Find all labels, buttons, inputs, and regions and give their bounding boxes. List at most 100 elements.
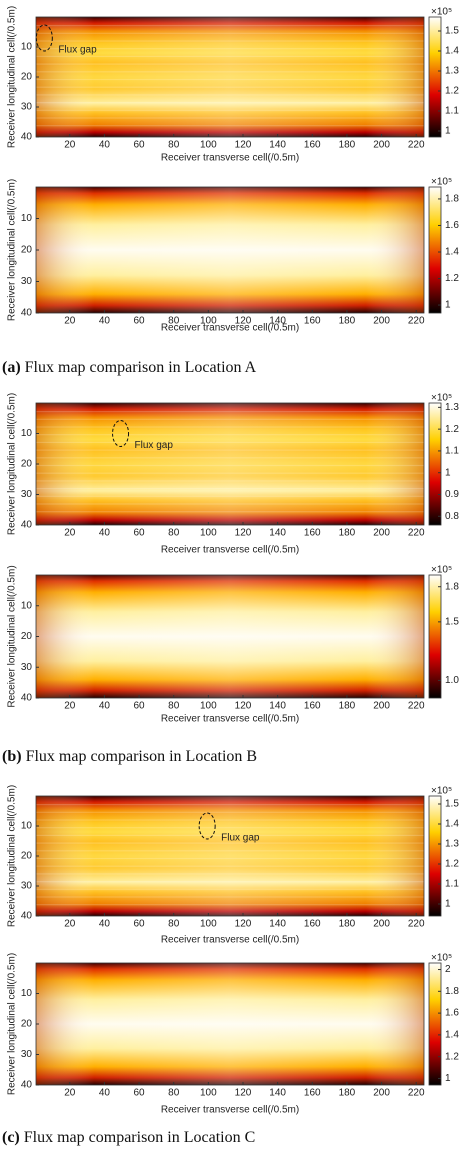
streak (36, 117, 424, 119)
x-tick-label: 120 (235, 919, 252, 930)
x-tick-label: 40 (99, 140, 111, 151)
y-tick-label: 30 (21, 881, 33, 892)
streak (36, 86, 424, 88)
x-axis-label: Receiver transverse cell(/0.5m) (161, 323, 299, 334)
colorbar-tick-label: 1.0 (445, 675, 459, 686)
y-tick-label: 30 (21, 489, 33, 500)
heatmap-shade (36, 17, 424, 137)
y-tick-label: 30 (21, 662, 33, 673)
x-tick-label: 120 (235, 528, 252, 539)
colorbar-tick-label: 1.4 (445, 46, 459, 57)
y-tick-label: 20 (21, 245, 33, 256)
y-axis-label: Receiver longitudinal cell(/0.5m) (7, 393, 18, 535)
colorbar (428, 16, 442, 138)
y-axis-label: Receiver longitudinal cell(/0.5m) (7, 785, 18, 927)
streak (36, 63, 424, 65)
colorbar-tick-label: 0.9 (445, 489, 459, 500)
x-tick-label: 180 (339, 316, 356, 327)
x-tick-label: 40 (99, 528, 111, 539)
x-tick-label: 180 (339, 528, 356, 539)
colorbar-tick-label: 1.4 (445, 247, 459, 258)
streak (36, 71, 424, 73)
y-tick-label: 10 (21, 600, 33, 611)
streak (36, 109, 424, 111)
caption-text: Flux map comparison in Location B (26, 748, 258, 765)
x-tick-label: 220 (408, 701, 425, 712)
streak (36, 48, 424, 50)
streak (36, 441, 424, 443)
heatmap-shade (36, 796, 424, 916)
y-tick-label: 40 (21, 520, 33, 531)
x-axis-label: Receiver transverse cell(/0.5m) (161, 545, 299, 556)
x-tick-label: 80 (168, 316, 180, 327)
x-tick-label: 220 (408, 316, 425, 327)
x-tick-label: 200 (373, 1088, 390, 1099)
colorbar-tick-label: 1.6 (445, 220, 459, 231)
y-axis-label: Receiver longitudinal cell(/0.5m) (7, 565, 18, 707)
colorbar-tick-label: 1.1 (445, 106, 459, 117)
streak (36, 881, 424, 883)
caption-label: (a) (2, 359, 21, 376)
heatmap-shade (36, 403, 424, 525)
annotation: Flux gap (58, 45, 97, 56)
y-tick-label: 30 (21, 1049, 33, 1060)
streak (36, 25, 424, 27)
streak (36, 94, 424, 96)
streak (36, 834, 424, 836)
streak (36, 495, 424, 497)
colorbar-tick-label: 1.2 (445, 273, 459, 284)
streak (36, 819, 424, 821)
y-tick-label: 40 (21, 132, 33, 143)
streak (36, 418, 424, 420)
y-axis-label: Receiver longitudinal cell(/0.5m) (7, 953, 18, 1095)
streak (36, 78, 424, 81)
caption-text: Flux map comparison in Location A (25, 359, 257, 376)
colorbar-tick-label: 0.8 (445, 511, 459, 522)
x-axis-label: Receiver transverse cell(/0.5m) (161, 714, 299, 725)
x-tick-label: 80 (168, 140, 180, 151)
streak (36, 102, 424, 104)
x-axis-label: Receiver transverse cell(/0.5m) (161, 153, 299, 164)
y-tick-label: 10 (21, 42, 33, 53)
x-tick-label: 160 (304, 140, 321, 151)
x-tick-label: 200 (373, 701, 390, 712)
streak (36, 850, 424, 852)
x-tick-label: 160 (304, 528, 321, 539)
colorbar-tick-label: 1.4 (445, 1030, 459, 1041)
colorbar-tick-label: 1 (445, 300, 451, 311)
colorbar-tick-label: 1 (445, 467, 451, 478)
colorbar (428, 962, 442, 1086)
x-tick-label: 180 (339, 701, 356, 712)
x-tick-label: 140 (269, 701, 286, 712)
streak (36, 896, 424, 898)
colorbar-tick-label: 1.3 (445, 402, 459, 413)
x-tick-label: 40 (99, 701, 111, 712)
streak (36, 865, 424, 867)
x-tick-label: 160 (304, 316, 321, 327)
colorbar-tick-label: 1.1 (445, 446, 459, 457)
flux-gap-marker (112, 420, 130, 447)
colorbar (428, 795, 442, 917)
colorbar-tick-label: 1.3 (445, 66, 459, 77)
colorbar-tick-label: 1.5 (445, 799, 459, 810)
x-tick-label: 40 (99, 919, 111, 930)
y-tick-label: 30 (21, 102, 33, 113)
y-tick-label: 20 (21, 631, 33, 642)
colorbar-tick-label: 1 (445, 899, 451, 910)
streak (36, 464, 424, 467)
x-tick-label: 100 (200, 701, 217, 712)
caption-text: Flux map comparison in Location C (24, 1129, 256, 1146)
x-tick-label: 140 (269, 528, 286, 539)
annotation: Flux gap (135, 440, 174, 451)
y-tick-label: 30 (21, 276, 33, 287)
colorbar (428, 574, 442, 699)
streak (36, 32, 424, 34)
streak (36, 873, 424, 875)
colorbar-tick-label: 1.2 (445, 86, 459, 97)
heatmap-shade (36, 963, 424, 1085)
x-tick-label: 180 (339, 1088, 356, 1099)
x-tick-label: 20 (64, 140, 76, 151)
colorbar-tick-label: 1.2 (445, 859, 459, 870)
colorbar-tick-label: 1.1 (445, 879, 459, 890)
